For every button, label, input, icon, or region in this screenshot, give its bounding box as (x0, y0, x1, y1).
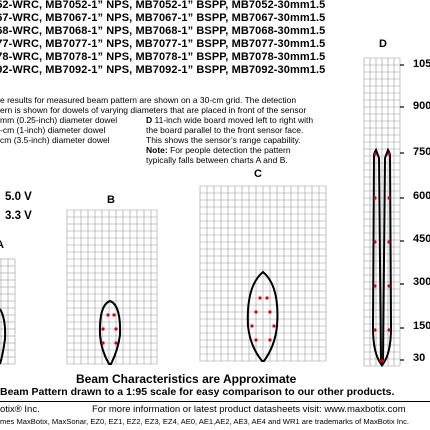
dowel-b-text: -cm (1-inch) diameter dowel (0, 125, 106, 135)
chart-c-beam-outline (246, 270, 279, 362)
footer-website-note[interactable]: For more information or latest product d… (92, 404, 406, 415)
footer-company: otix® Inc. (0, 404, 40, 415)
chart-c (199, 185, 327, 362)
chart-c-grid (199, 185, 327, 362)
chart-b (66, 209, 158, 365)
chart-b-dots (101, 313, 118, 345)
range-tick-label: 105 (413, 58, 430, 70)
chart-d-dots (373, 152, 391, 363)
range-tick-label: 450 (413, 233, 430, 245)
chart-b-grid (66, 209, 158, 365)
chart-d-axis-ticks (400, 64, 404, 361)
chart-d-grid (363, 57, 401, 367)
chart-d-letter: D (146, 115, 153, 125)
model-line: 078-WRC, MB7078-1” NPS, MB7078-1” BSPP, … (0, 51, 326, 63)
beam-characteristics-title: Beam Characteristics are Approximate (76, 372, 297, 386)
chart-d-text: the board parallel to the front sensor f… (146, 125, 304, 135)
voltage-label: 5.0 V (5, 191, 32, 203)
footer-divider (0, 401, 430, 402)
chart-d (363, 57, 404, 368)
dowel-c-text: cm (3.5-inch) diameter dowel (0, 135, 110, 145)
chart-d-beam-outline (381, 147, 393, 368)
range-tick-label: 150 (413, 320, 430, 332)
chart-b-label: B (107, 194, 115, 206)
chart-d-description: D 11-inch wide board moved left to right… (146, 115, 313, 125)
model-line: 077-WRC, MB7077-1” NPS, MB7077-1” BSPP, … (0, 38, 326, 50)
chart-b-beam-outline (98, 299, 122, 365)
chart-d-beam-outline (371, 147, 383, 368)
footer-trademark: mes MaxBotix, MaxSonar, EZ0, EZ1, EZ2, E… (0, 417, 409, 426)
chart-c-dots (250, 296, 276, 342)
model-line: 067-WRC, MB7067-1” NPS, MB7067-1” BSPP, … (0, 12, 326, 24)
note-text: For people detection the pattern (167, 145, 291, 155)
chart-d-text: 11-inch wide board moved left to right w… (152, 115, 314, 125)
voltage-label: 3.3 V (5, 210, 32, 222)
chart-d-text: This shows the sensor’s range capability… (146, 135, 301, 145)
model-line: 092-WRC, MB7092-1” NPS, MB7092-1” BSPP, … (0, 64, 326, 76)
range-tick-label: 900 (413, 100, 430, 112)
range-tick-label: 30 (413, 352, 426, 364)
range-tick-label: 600 (413, 190, 430, 202)
model-line: 052-WRC, MB7052-1” NPS, MB7052-1” BSPP, … (0, 0, 326, 11)
chart-c-label: C (254, 168, 262, 180)
range-tick-label: 750 (413, 146, 430, 158)
beam-scale-note: Beam Pattern drawn to a 1:95 scale for e… (0, 386, 395, 398)
dowel-a-text: mm (0.25-inch) diameter dowel (0, 115, 118, 125)
range-tick-label: 300 (413, 276, 430, 288)
note-text: typically falls between charts A and B. (146, 155, 288, 165)
note-label: Note: (146, 145, 168, 155)
chart-a (0, 258, 16, 365)
description-line: e results for measured beam pattern are … (0, 95, 297, 105)
description-line: ern is shown for dowels of varying diame… (0, 105, 307, 115)
chart-d-label: D (379, 38, 387, 50)
model-line: 068-WRC, MB7068-1” NPS, MB7068-1” BSPP, … (0, 25, 326, 37)
chart-a-beam-outline (0, 308, 7, 365)
note: Note: For people detection the pattern (146, 145, 291, 155)
chart-a-label: A (0, 239, 4, 251)
